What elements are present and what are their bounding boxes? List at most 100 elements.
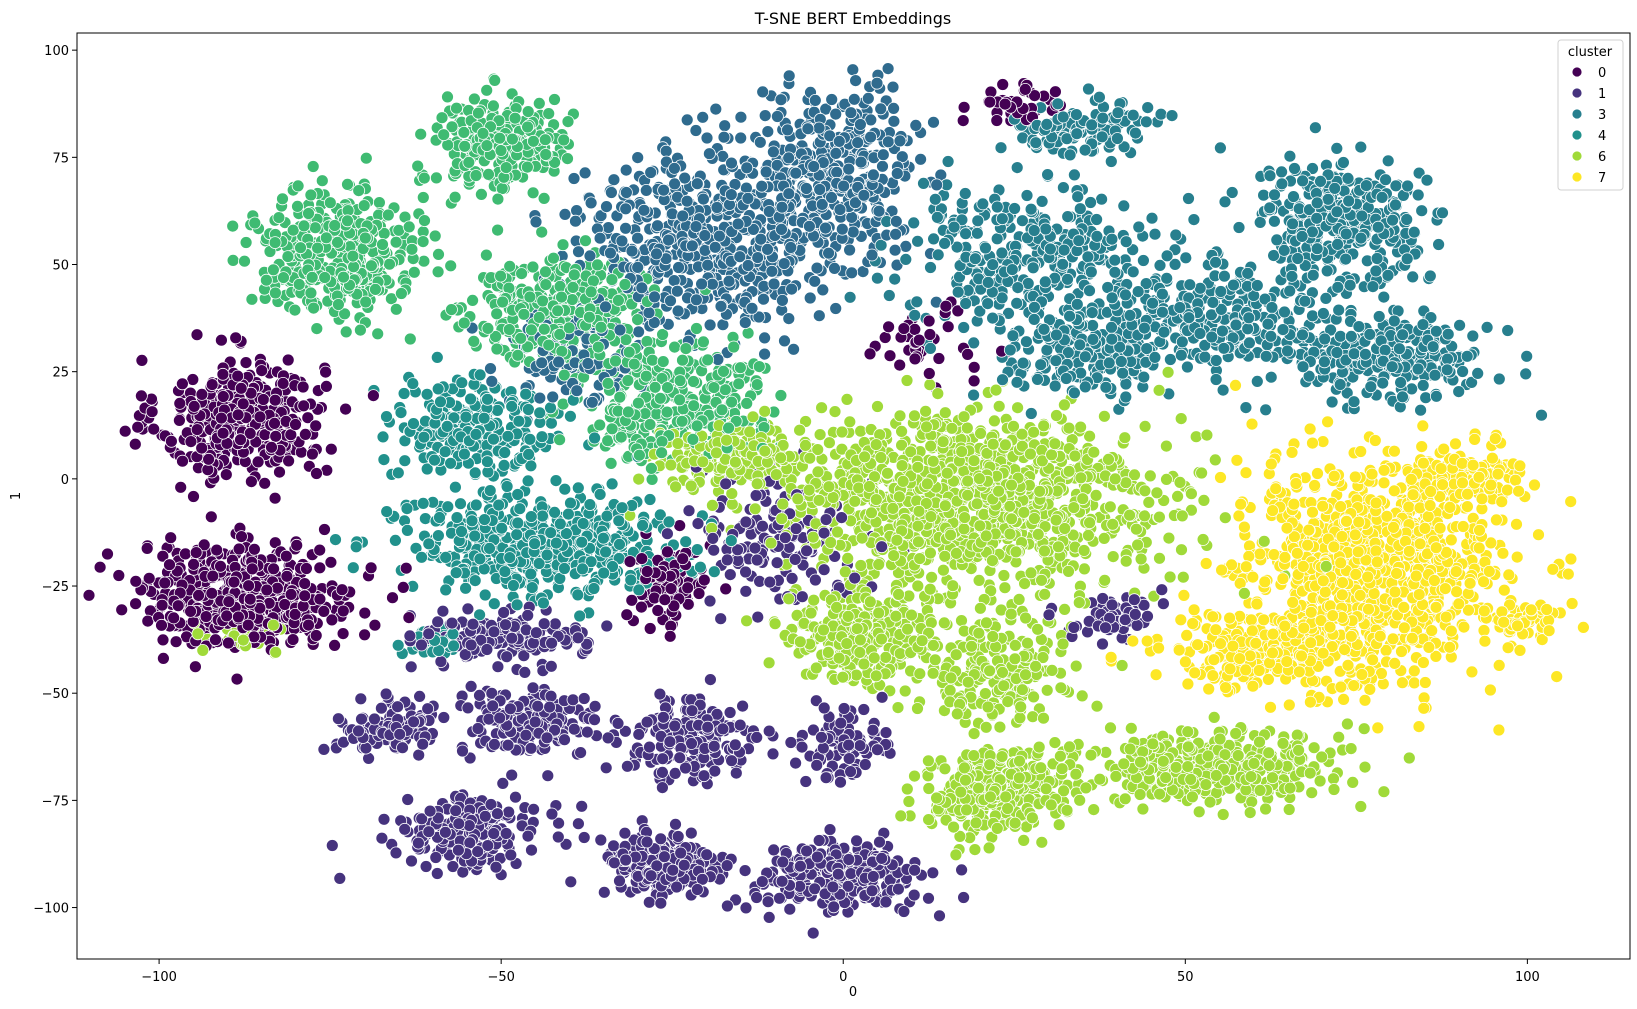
data-point-cluster-4 bbox=[406, 377, 420, 391]
data-point-cluster-4 bbox=[359, 151, 373, 165]
data-point-cluster-4 bbox=[564, 409, 577, 423]
data-point-cluster-6 bbox=[831, 525, 844, 539]
data-point-cluster-1 bbox=[377, 812, 391, 826]
data-point-cluster-0 bbox=[719, 582, 733, 596]
data-point-cluster-3 bbox=[887, 114, 901, 128]
data-point-cluster-3 bbox=[825, 93, 839, 106]
data-point-cluster-4 bbox=[429, 171, 443, 185]
data-point-cluster-3 bbox=[1267, 249, 1280, 262]
data-point-cluster-6 bbox=[1011, 401, 1024, 415]
data-point-cluster-4 bbox=[604, 456, 618, 470]
data-point-cluster-1 bbox=[926, 866, 940, 880]
data-point-cluster-0 bbox=[229, 331, 243, 345]
data-point-cluster-7 bbox=[1316, 435, 1330, 449]
data-point-cluster-6 bbox=[854, 424, 867, 438]
data-point-cluster-0 bbox=[313, 561, 327, 575]
data-point-cluster-0 bbox=[396, 581, 410, 594]
data-point-cluster-3 bbox=[782, 312, 796, 326]
data-point-cluster-6 bbox=[1245, 795, 1259, 809]
data-point-cluster-6 bbox=[1160, 472, 1173, 486]
data-point-cluster-4 bbox=[466, 293, 480, 307]
data-point-cluster-1 bbox=[766, 747, 780, 761]
data-point-cluster-1 bbox=[317, 743, 331, 756]
data-point-cluster-3 bbox=[632, 325, 645, 339]
data-point-cluster-3 bbox=[734, 110, 748, 124]
data-point-cluster-3 bbox=[782, 69, 796, 83]
data-point-cluster-1 bbox=[594, 833, 608, 847]
data-point-cluster-3 bbox=[1270, 233, 1284, 247]
data-point-cluster-7 bbox=[1492, 659, 1506, 672]
data-point-cluster-1 bbox=[325, 839, 339, 852]
data-point-cluster-3 bbox=[718, 119, 732, 133]
data-point-cluster-7 bbox=[1214, 471, 1227, 484]
data-point-cluster-3 bbox=[689, 124, 703, 137]
data-point-cluster-3 bbox=[927, 115, 940, 129]
data-point-cluster-1 bbox=[739, 901, 753, 915]
data-point-cluster-4 bbox=[624, 573, 638, 587]
data-point-cluster-4 bbox=[417, 254, 431, 268]
data-point-cluster-4 bbox=[467, 92, 481, 106]
data-point-cluster-6 bbox=[997, 569, 1011, 582]
data-point-cluster-0 bbox=[268, 491, 282, 505]
data-point-cluster-3 bbox=[1259, 403, 1273, 417]
data-point-cluster-6 bbox=[815, 401, 828, 415]
data-point-cluster-4 bbox=[403, 332, 417, 346]
data-point-cluster-6 bbox=[1153, 510, 1166, 524]
data-point-cluster-3 bbox=[907, 216, 921, 230]
data-point-cluster-3 bbox=[1519, 367, 1533, 381]
data-point-cluster-3 bbox=[874, 102, 888, 116]
data-point-cluster-3 bbox=[881, 62, 895, 75]
data-point-cluster-4 bbox=[391, 466, 405, 480]
data-point-cluster-0 bbox=[673, 519, 687, 532]
data-point-cluster-3 bbox=[1253, 215, 1267, 229]
data-point-cluster-7 bbox=[1457, 620, 1471, 634]
data-point-cluster-7 bbox=[1229, 378, 1242, 392]
data-point-cluster-7 bbox=[1202, 682, 1216, 696]
data-point-cluster-6 bbox=[955, 614, 968, 627]
data-point-cluster-6 bbox=[925, 570, 938, 584]
data-point-cluster-4 bbox=[418, 512, 432, 525]
data-point-cluster-7 bbox=[1245, 417, 1259, 431]
data-point-cluster-4 bbox=[478, 588, 492, 602]
data-point-cluster-7 bbox=[1528, 478, 1541, 492]
data-point-cluster-6 bbox=[931, 387, 945, 401]
data-point-cluster-3 bbox=[1520, 349, 1534, 363]
data-point-cluster-0 bbox=[956, 114, 970, 127]
data-point-cluster-7 bbox=[1174, 613, 1188, 627]
data-point-cluster-1 bbox=[897, 905, 911, 918]
data-point-cluster-7 bbox=[1565, 597, 1579, 610]
data-point-cluster-7 bbox=[1264, 457, 1278, 471]
data-point-cluster-3 bbox=[1068, 168, 1081, 182]
data-point-cluster-7 bbox=[1417, 656, 1430, 669]
data-point-cluster-1 bbox=[434, 655, 448, 668]
data-point-cluster-3 bbox=[1306, 162, 1319, 175]
data-point-cluster-4 bbox=[416, 191, 430, 204]
data-point-cluster-3 bbox=[1419, 391, 1433, 405]
data-point-cluster-4 bbox=[640, 335, 654, 348]
data-point-cluster-4 bbox=[400, 524, 414, 537]
data-point-cluster-6 bbox=[1196, 533, 1210, 546]
data-point-cluster-0 bbox=[922, 367, 936, 380]
data-point-cluster-3 bbox=[1283, 149, 1297, 163]
data-point-cluster-4 bbox=[394, 287, 408, 300]
data-point-cluster-4 bbox=[444, 259, 458, 273]
data-point-cluster-3 bbox=[1002, 306, 1015, 320]
data-point-cluster-1 bbox=[491, 660, 505, 674]
data-point-cluster-4 bbox=[479, 248, 493, 262]
data-point-cluster-3 bbox=[957, 321, 971, 334]
data-point-cluster-3 bbox=[1119, 390, 1133, 404]
data-point-cluster-1 bbox=[588, 699, 602, 713]
data-point-cluster-7 bbox=[1181, 677, 1195, 691]
data-point-cluster-1 bbox=[405, 854, 418, 868]
data-point-cluster-6 bbox=[900, 374, 914, 387]
data-point-cluster-0 bbox=[643, 622, 657, 635]
data-point-cluster-3 bbox=[911, 234, 924, 248]
data-point-cluster-0 bbox=[922, 314, 936, 328]
data-point-cluster-3 bbox=[1456, 365, 1469, 378]
data-point-cluster-3 bbox=[849, 74, 862, 87]
data-point-cluster-7 bbox=[1510, 517, 1523, 531]
data-point-cluster-0 bbox=[115, 603, 129, 617]
data-point-cluster-7 bbox=[1264, 700, 1277, 714]
data-point-cluster-3 bbox=[1501, 324, 1515, 337]
